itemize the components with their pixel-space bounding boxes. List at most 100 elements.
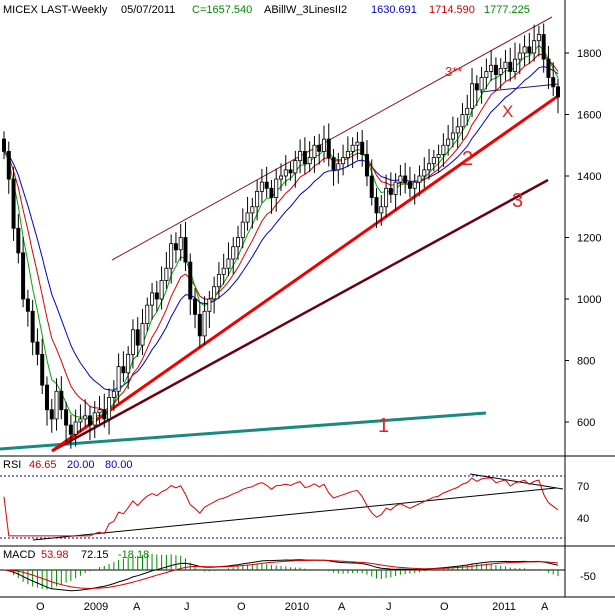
- candle-body: [250, 206, 255, 214]
- trendline-2-label: 2: [462, 148, 473, 170]
- candle-body: [517, 52, 522, 60]
- candle-body: [393, 181, 398, 195]
- candle-body: [355, 141, 360, 146]
- candle-body: [431, 157, 436, 165]
- candle-body: [207, 298, 212, 312]
- candle-body: [59, 390, 64, 411]
- indicator-line2: [3, 53, 559, 411]
- macd-signal-line: [3, 559, 559, 589]
- candle-body: [126, 353, 131, 374]
- candle-body: [21, 252, 26, 300]
- candle-body: [374, 197, 379, 214]
- candle-body: [336, 163, 341, 171]
- candle-body: [92, 412, 97, 426]
- candle-body: [44, 384, 49, 411]
- candle-body: [64, 409, 69, 426]
- macd-tick-neg50: -50: [580, 571, 596, 583]
- candle-body: [446, 138, 451, 146]
- candle-body: [527, 46, 532, 54]
- candle-body: [68, 424, 73, 435]
- candle-body: [188, 261, 193, 300]
- rsi-line: [3, 477, 559, 537]
- price-tick-600: 600: [577, 417, 595, 429]
- channel-line: [111, 16, 553, 261]
- candle-body: [130, 329, 135, 355]
- trendline-2: [51, 94, 559, 453]
- candle-body: [470, 83, 475, 109]
- rsi-title: RSI: [3, 459, 21, 471]
- channel-label: 3**: [445, 64, 462, 79]
- candle-body: [369, 175, 374, 198]
- candle-body: [221, 267, 226, 275]
- candle-body: [508, 61, 513, 72]
- close-value: C=1657.540: [192, 4, 252, 16]
- candle-body: [83, 415, 88, 420]
- macd-value-2: 72.15: [81, 549, 109, 561]
- candle-body: [364, 154, 369, 177]
- candle-body: [283, 169, 288, 177]
- macd-line: [3, 559, 559, 592]
- candle-body: [412, 181, 417, 189]
- candle-body: [541, 34, 546, 60]
- candle-body: [197, 313, 202, 337]
- candle-body: [503, 61, 508, 69]
- candle-body: [240, 221, 245, 238]
- candle-body: [551, 77, 556, 88]
- rsi-tick-70: 70: [577, 481, 589, 493]
- x-label: X: [502, 102, 513, 121]
- candle-body: [111, 390, 116, 398]
- indicator-line1-value: 1630.691: [371, 4, 417, 16]
- candle-body: [6, 150, 11, 180]
- x-tick-label: 2010: [285, 601, 309, 613]
- candle-body: [474, 83, 479, 91]
- macd-title: MACD: [3, 549, 35, 561]
- candle-body: [16, 227, 21, 254]
- rsi-tick-40: 40: [577, 513, 589, 525]
- candle-body: [479, 77, 484, 91]
- candle-body: [341, 157, 346, 165]
- price-y-ticks: 600 800 1000 1200 1400 1600 1800: [565, 48, 601, 429]
- candle-body: [30, 310, 35, 343]
- x-tick-label: A: [541, 601, 549, 613]
- candle-body: [259, 181, 264, 192]
- candle-body: [25, 298, 30, 312]
- candle-body: [193, 298, 198, 315]
- x-tick-label: 2011: [492, 601, 516, 613]
- candle-body: [312, 144, 317, 158]
- x-tick-label: A: [338, 601, 346, 613]
- x-tick-label: J: [184, 601, 190, 613]
- candle-body: [455, 126, 460, 134]
- candle-body: [307, 157, 312, 165]
- rsi-trendline: [32, 487, 557, 541]
- macd-value-1: 53.98: [41, 549, 69, 561]
- candle-body: [532, 40, 537, 54]
- candle-body: [398, 175, 403, 183]
- chart-date: 05/07/2011: [121, 4, 175, 16]
- candle-body: [326, 138, 331, 158]
- candle-body: [140, 323, 145, 346]
- price-candles: [2, 23, 561, 449]
- candle-body: [441, 144, 446, 155]
- x-tick-label: O: [36, 601, 45, 613]
- candle-body: [245, 212, 250, 223]
- candle-body: [2, 138, 7, 152]
- candle-body: [173, 243, 178, 251]
- candle-body: [107, 396, 112, 420]
- candle-body: [513, 58, 518, 72]
- candle-body: [150, 292, 155, 306]
- rsi-level-high: 80.00: [105, 459, 133, 471]
- candle-body: [169, 243, 174, 269]
- neckline: [479, 83, 559, 93]
- indicator-line3: [3, 44, 559, 421]
- candle-body: [78, 418, 83, 423]
- candle-body: [384, 187, 389, 208]
- trendline-3: [51, 178, 549, 453]
- candle-body: [154, 292, 159, 300]
- candle-body: [121, 366, 126, 374]
- candle-body: [35, 341, 40, 355]
- rsi-resistance-line: [469, 473, 564, 490]
- candle-body: [427, 163, 432, 171]
- candle-body: [302, 150, 307, 165]
- candle-body: [536, 34, 541, 42]
